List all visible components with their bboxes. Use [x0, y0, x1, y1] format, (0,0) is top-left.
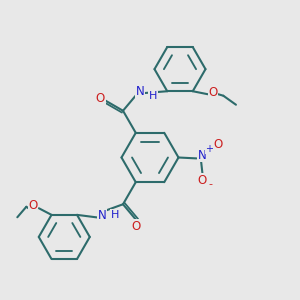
Text: N: N [197, 149, 206, 162]
Text: O: O [132, 220, 141, 233]
Text: H: H [149, 91, 157, 101]
Text: O: O [214, 138, 223, 152]
Text: O: O [198, 173, 207, 187]
Text: N: N [98, 209, 106, 222]
Text: -: - [209, 179, 213, 190]
Text: N: N [136, 85, 145, 98]
Text: +: + [205, 143, 213, 154]
Text: O: O [28, 199, 38, 212]
Text: O: O [208, 86, 218, 99]
Text: H: H [110, 210, 119, 220]
Text: O: O [96, 92, 105, 105]
